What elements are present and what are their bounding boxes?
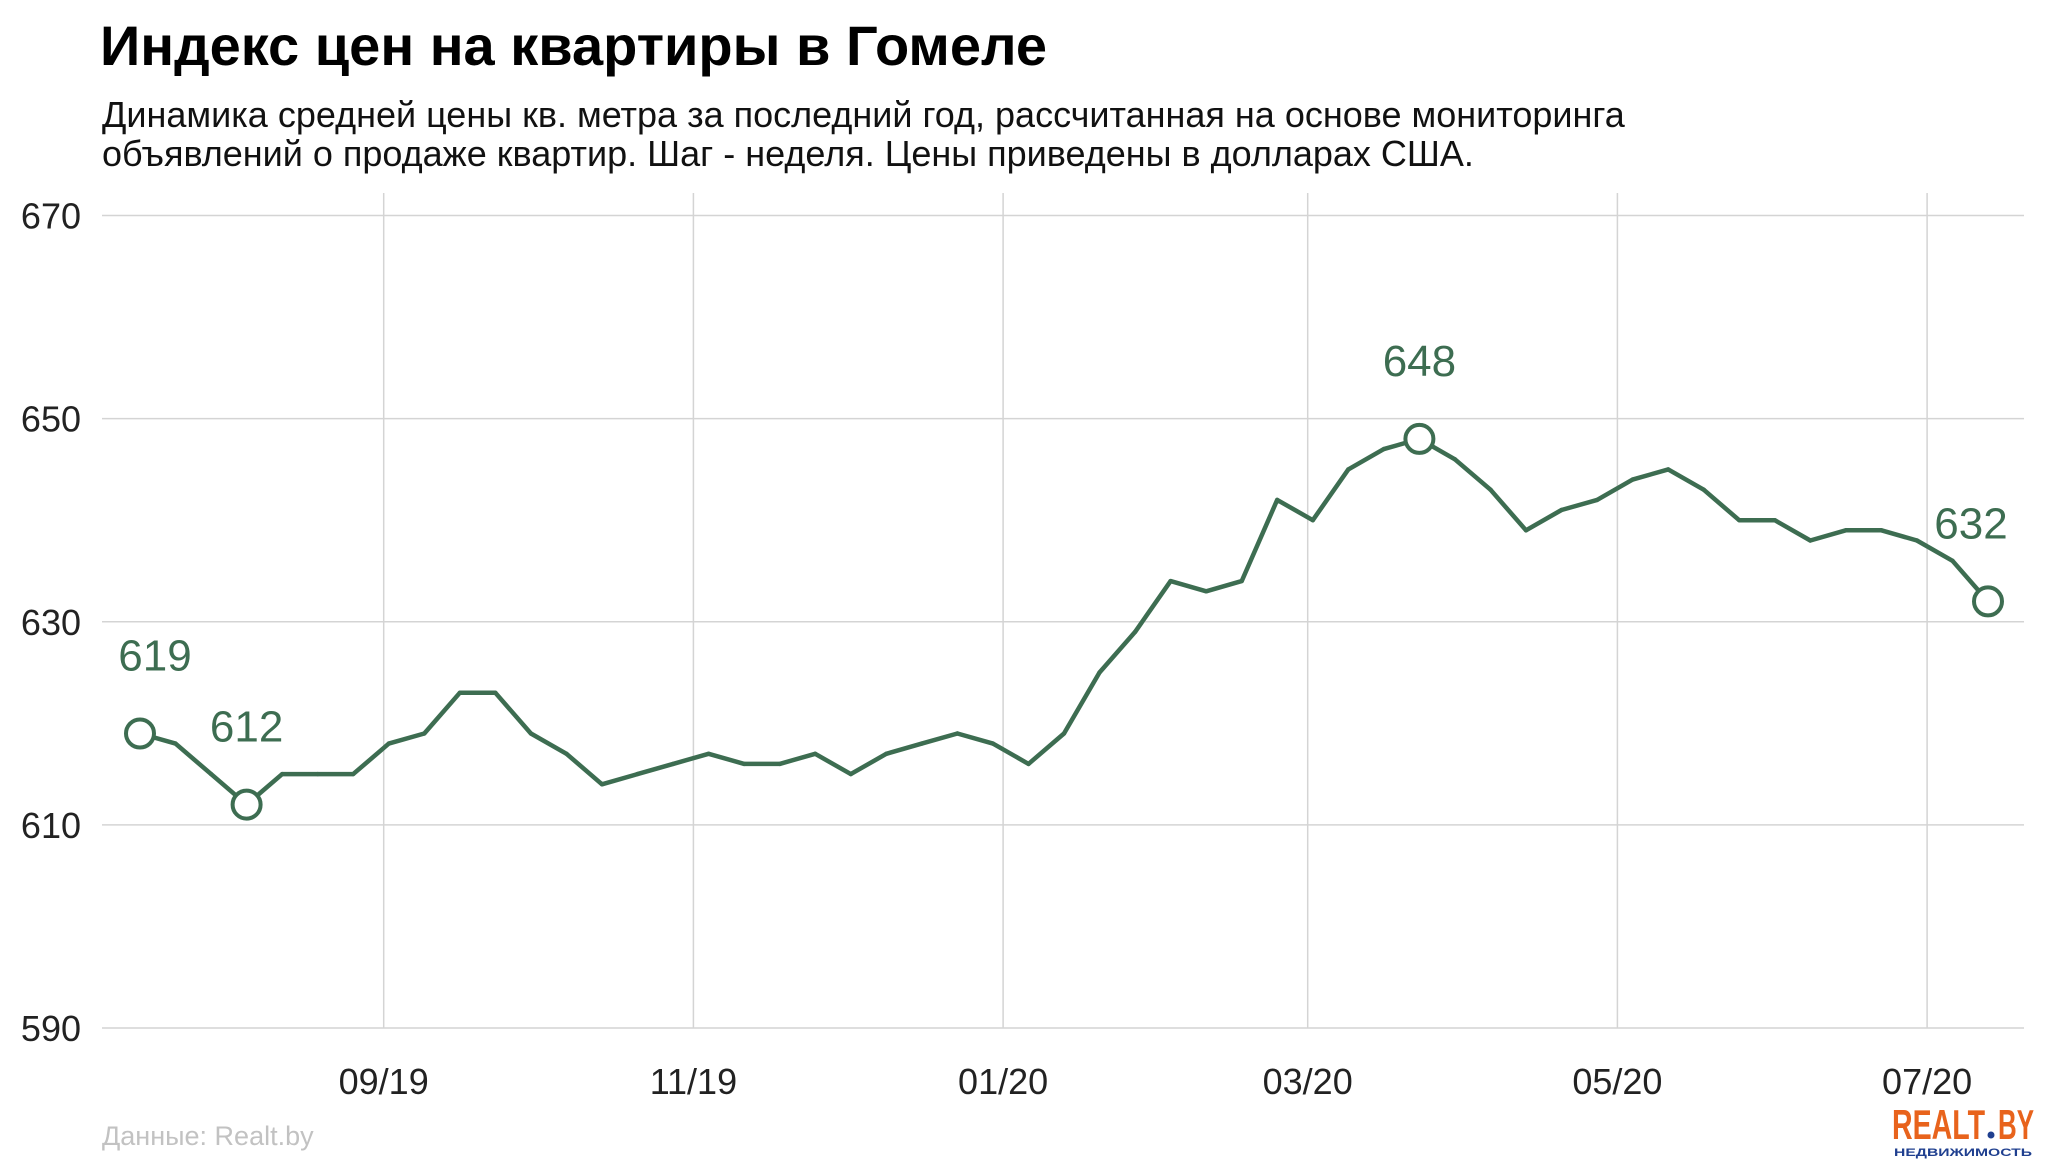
data-point [1950,558,1955,563]
x-tick-label: 05/20 [1572,1061,1662,1102]
x-axis: 09/19 11/19 01/20 03/20 05/20 07/20 [339,1061,1972,1102]
data-labels: 619 612 648 632 [118,337,2007,752]
data-point [1559,507,1564,513]
data-point [919,741,924,746]
data-point [1204,589,1209,594]
data-point [493,690,498,695]
y-tick-label: 590 [21,1008,81,1049]
data-point [1381,446,1387,452]
chart-subtitle: Динамика средней цены кв. метра за после… [102,95,1625,173]
logo-tagline: НЕДВИЖИМОСТЬ [1894,1147,2032,1159]
data-point [599,782,605,787]
data-point [315,771,320,777]
data-point [564,751,569,756]
highlight-marker [1403,422,1436,455]
x-tick-label: 01/20 [958,1061,1048,1102]
data-point [1843,528,1849,533]
x-tick-label: 03/20 [1263,1061,1353,1102]
highlight-marker [124,717,156,750]
logo-brand-right: BY [1998,1101,2034,1148]
data-point [990,741,996,746]
x-tick-label: 07/20 [1882,1061,1972,1102]
data-point [1168,578,1173,584]
x-tick-label: 09/19 [339,1061,429,1102]
highlight-marker [1972,585,2004,618]
data-point [742,761,747,767]
y-tick-label: 670 [21,196,81,237]
y-axis: 590 610 630 650 670 [21,196,81,1050]
y-gridlines [102,214,2024,1029]
subtitle-line: объявлений о продаже квартир. Шаг - неде… [102,133,1474,174]
source-note: Данные: Realt.by [102,1121,314,1151]
data-point [528,731,534,736]
y-tick-label: 610 [21,805,81,846]
data-point [848,771,853,777]
data-point [1452,457,1458,462]
chart-title: Индекс цен на квартиры в Гомеле [100,14,1047,77]
highlight-marker [230,788,263,821]
y-tick-label: 630 [21,602,81,643]
data-point [208,771,214,777]
data-point [1132,629,1138,635]
data-point [351,771,356,777]
data-point [670,761,676,767]
data-point [422,731,427,736]
logo: REALT BY НЕДВИЖИМОСТЬ [1892,1101,2034,1159]
data-point [1275,497,1280,503]
data-point [1239,578,1244,584]
x-gridlines [382,193,1928,1028]
data-point [1346,467,1351,472]
data-point [1701,487,1706,492]
data-point [173,741,178,746]
data-label: 632 [1934,499,2007,548]
data-point [386,741,391,746]
data-point [1914,538,1920,543]
data-point [635,771,640,777]
data-point [706,751,711,756]
data-point [955,731,960,736]
data-point [1097,670,1102,675]
data-label: 619 [118,632,191,681]
data-point [457,690,462,695]
data-point [1879,528,1884,533]
data-point [1808,538,1813,543]
data-point [1523,528,1529,533]
data-point [1310,518,1316,523]
data-point [1026,761,1031,767]
data-label: 648 [1383,337,1456,386]
data-point [1630,477,1635,482]
data-label: 612 [210,703,283,752]
data-point [1061,731,1067,736]
data-point [280,771,285,777]
data-point [1666,467,1671,472]
x-tick-label: 11/19 [650,1061,737,1102]
data-point [1772,518,1778,523]
data-point [777,761,782,767]
subtitle-line: Динамика средней цены кв. метра за после… [102,94,1625,135]
data-point [1737,518,1742,523]
logo-dot [1987,1131,1995,1139]
data-point [1594,497,1600,503]
data-point [813,751,818,756]
data-point [1488,487,1493,492]
data-point [884,751,889,756]
y-tick-label: 650 [21,399,81,440]
logo-brand-left: REALT [1892,1101,1985,1148]
highlight-markers [124,422,2004,821]
